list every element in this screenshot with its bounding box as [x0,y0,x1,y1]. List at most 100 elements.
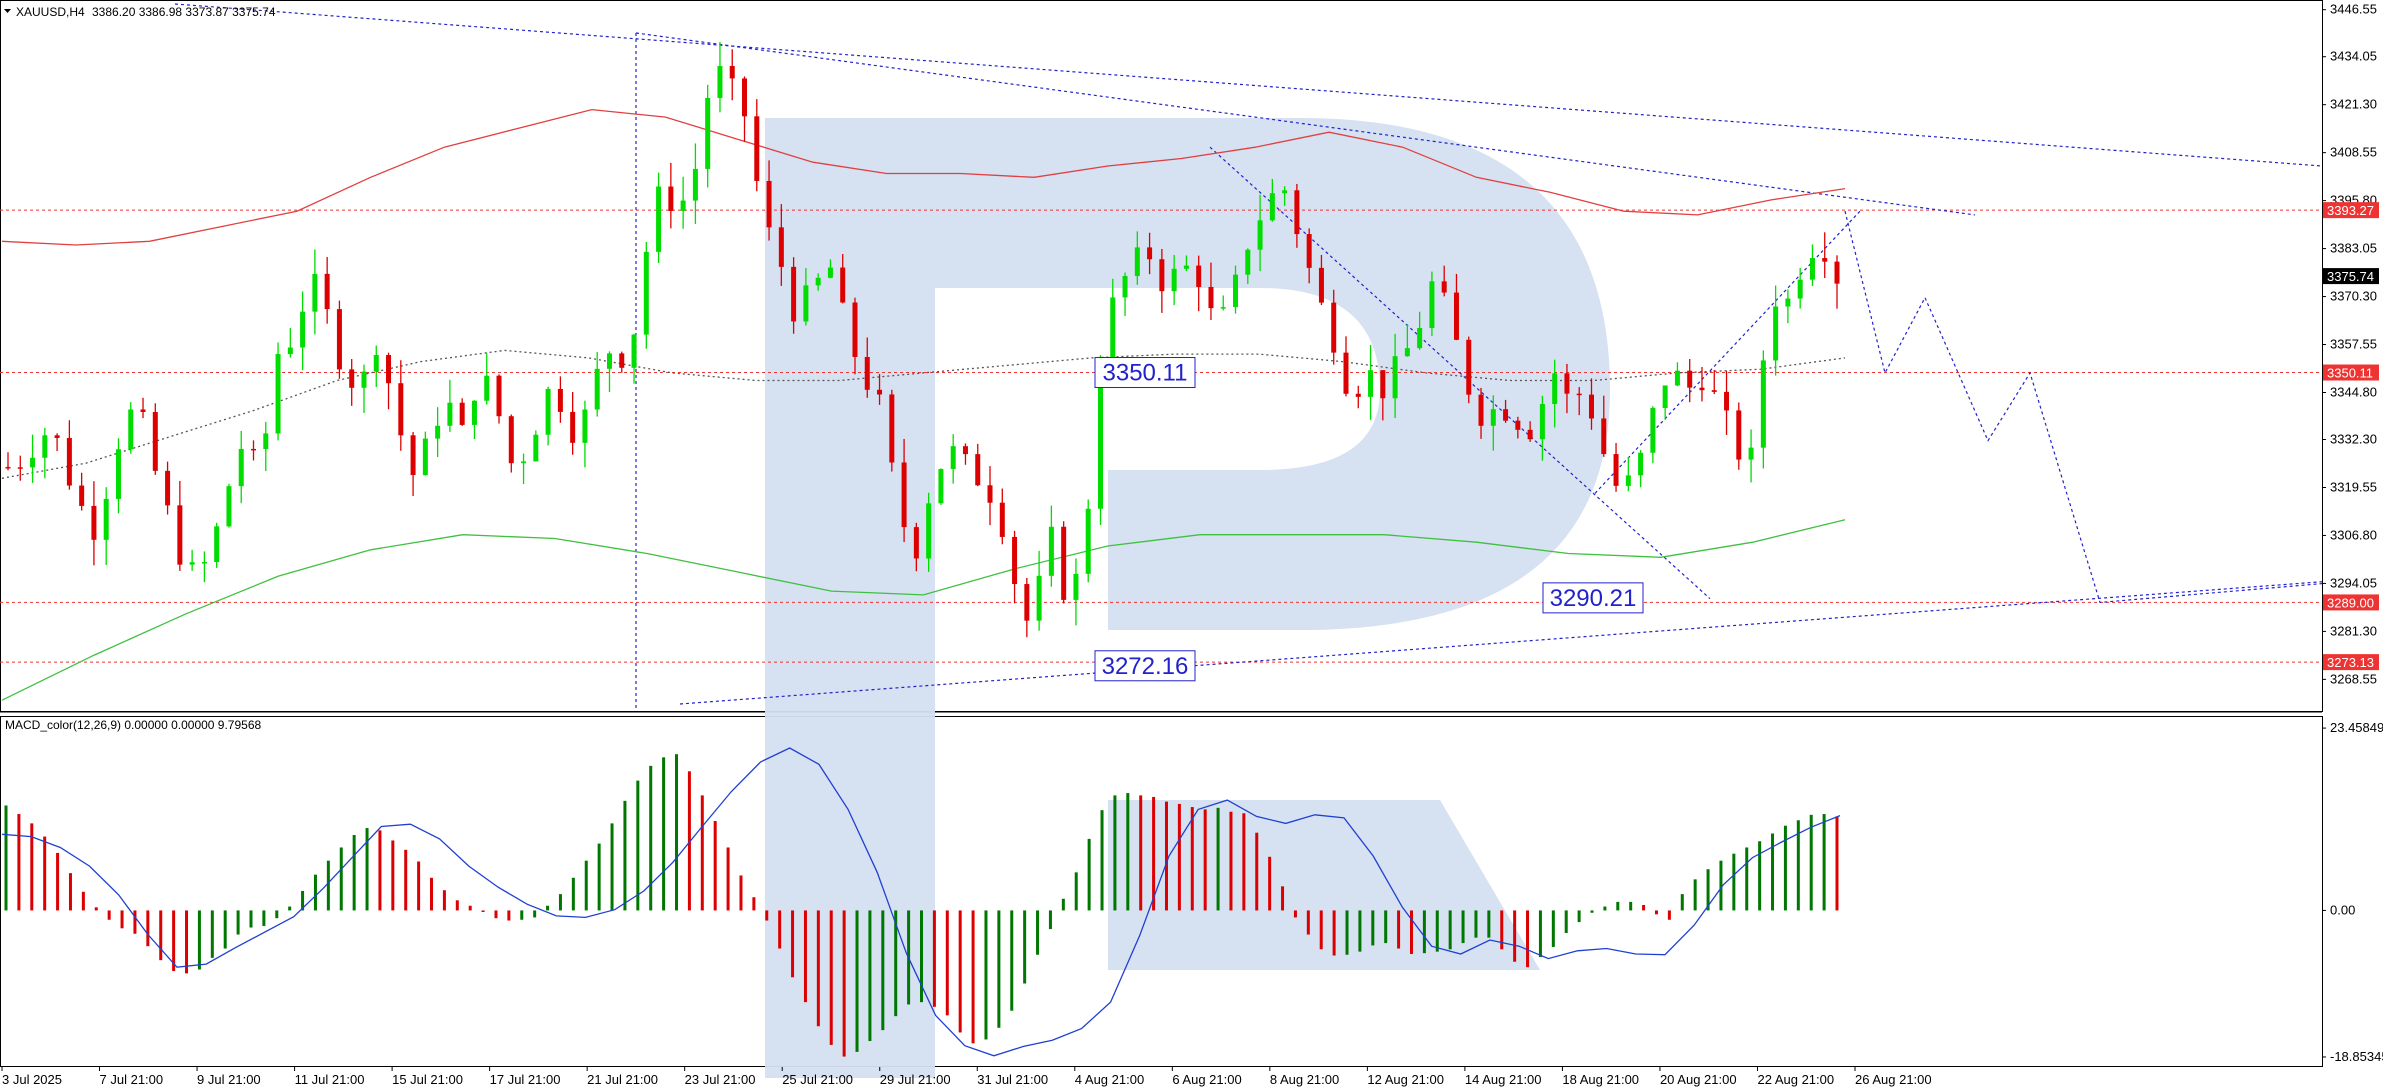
price-tick-label: 3408.55 [2330,145,2377,160]
forecast-zigzag [1844,211,2323,604]
macd-tick-label: 23.45849 [2330,720,2383,735]
macd-bar [713,821,717,911]
candle-bear [668,186,674,211]
candle-bull [1392,356,1398,399]
candle-bear [459,402,465,425]
macd-bar [494,910,498,919]
macd-bar [649,765,653,911]
trendlines [174,3,2323,711]
macd-bar [1397,910,1401,949]
candle-bear [140,409,146,412]
candle-bull [373,355,379,372]
macd-bar [1268,856,1272,911]
macd-bar [1616,901,1620,911]
candle-bull [1073,573,1079,600]
candle-bear [1736,410,1742,460]
candle-bull [422,438,428,476]
candle-bear [386,355,392,384]
candle-bear [1453,292,1459,340]
macd-bar [1384,910,1388,944]
candle-bull [1368,370,1374,397]
candle-bear [1503,409,1509,421]
candle-bear [1024,584,1030,621]
macd-axis: 23.45849 0.00 -18.85345 [2322,720,2383,1064]
candle-bear [1306,234,1312,268]
watermark-r-bowl [765,118,1610,1078]
symbol-dropdown-icon[interactable] [4,9,11,13]
candle-bull [1269,193,1275,221]
symbol-label[interactable]: XAUUSD,H4 [16,5,85,19]
candle-bear [1466,339,1472,395]
annotation-label: 3290.21 [1550,585,1637,612]
candle-bull [30,457,36,468]
candle-bull [226,486,232,527]
candle-bull [1245,249,1251,275]
macd-bar [301,891,305,911]
macd-bar [1551,910,1555,947]
macd-bar [1642,904,1646,911]
macd-panel[interactable] [0,716,2323,1067]
macd-bar [1448,910,1452,950]
level-tag-label: 3289.00 [2327,595,2374,610]
candle-bear [840,267,846,303]
price-tick-label: 3421.30 [2330,97,2377,112]
macd-bar [1010,910,1014,1011]
macd-bar [159,910,163,961]
time-tick-label: 22 Aug 21:00 [1757,1072,1834,1087]
candle-bull [606,353,612,369]
macd-bar [1152,796,1156,911]
level-tag [2323,364,2379,381]
macd-bar [1409,910,1413,954]
macd-bar [17,814,21,911]
candle-bear [1318,267,1324,303]
candle-bear [17,467,23,469]
macd-bar [1332,910,1336,956]
candle-bull [938,469,944,504]
candle-bull [1110,297,1116,380]
level-tag [2323,202,2379,219]
candle-bull [1552,373,1558,404]
macd-bar [842,910,846,1057]
macd-bar [636,780,640,911]
macd-bar [1139,795,1143,911]
macd-bar [1126,793,1130,911]
macd-bar [391,840,395,911]
macd-bar [430,877,434,911]
candle-bear [987,485,993,503]
ohlc-values: 3386.20 3386.98 3373.87 3375.74 [92,5,276,19]
candle-bull [300,311,306,348]
candle-bull [1257,220,1263,250]
macd-bar [984,910,988,1040]
macd-bar [597,843,601,911]
candle-bear [877,389,883,395]
candle-bear [152,411,158,471]
macd-bar [829,910,833,1045]
time-tick-label: 9 Jul 21:00 [197,1072,261,1087]
upper-trendline [174,3,2323,167]
price-tick-label: 3332.30 [2330,432,2377,447]
candle-bull [1036,575,1042,621]
macd-tick-label: 0.00 [2330,902,2355,917]
candle-bull [103,498,109,540]
candle-bull [705,97,711,169]
macd-bar [365,828,369,911]
macd-bar [1513,910,1517,962]
time-tick-label: 31 Jul 21:00 [977,1072,1048,1087]
level-tag-label: 3393.27 [2327,203,2374,218]
macd-bar [958,910,962,1033]
candle-bull [1797,279,1803,299]
macd-bar [520,910,524,920]
level-tag-label: 3350.11 [2327,366,2373,381]
candle-bull [287,347,293,355]
macd-bar [210,910,214,958]
macd-bar [43,836,47,911]
macd-bar [326,860,330,911]
macd-bar [675,754,679,911]
macd-bar [1822,814,1826,911]
macd-bar [1306,910,1310,935]
candle-bear [557,388,563,412]
macd-bar [1693,879,1697,911]
macd-bar [275,910,279,919]
macd-bar [223,910,227,949]
